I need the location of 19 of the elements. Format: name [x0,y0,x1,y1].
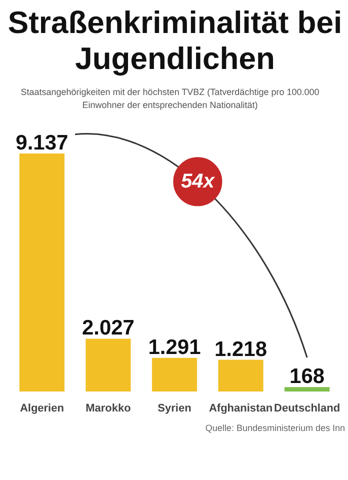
bar [86,338,131,392]
data-label: 1.291 [148,336,202,359]
bar [152,358,198,392]
data-label: 168 [290,365,325,388]
chart-subtitle: Staatsangehörigkeiten mit der höchsten TVBZ (Tatverdächtige pro 100.000 Einwohner der entsprechenden Nationalität) [20,86,320,112]
x-tick-label: Marokko [86,402,132,414]
x-tick-label: Algerien [20,402,64,414]
annotation: 54x [181,170,216,193]
x-tick-label: Deutschland [274,402,340,414]
bar [19,153,64,392]
data-label: 2.027 [82,316,135,340]
data-label: 1.218 [214,338,268,361]
x-tick-label: Afghanistan [208,402,273,414]
x-tick-label: Syrien [158,402,192,414]
bar [284,387,330,392]
source-note: Quelle: Bundesministerium des Inn [205,422,345,435]
chart-title: Straßenkriminalität bei Jugendlichen [6,5,344,76]
bar [218,360,264,392]
data-label: 9.137 [16,131,68,154]
